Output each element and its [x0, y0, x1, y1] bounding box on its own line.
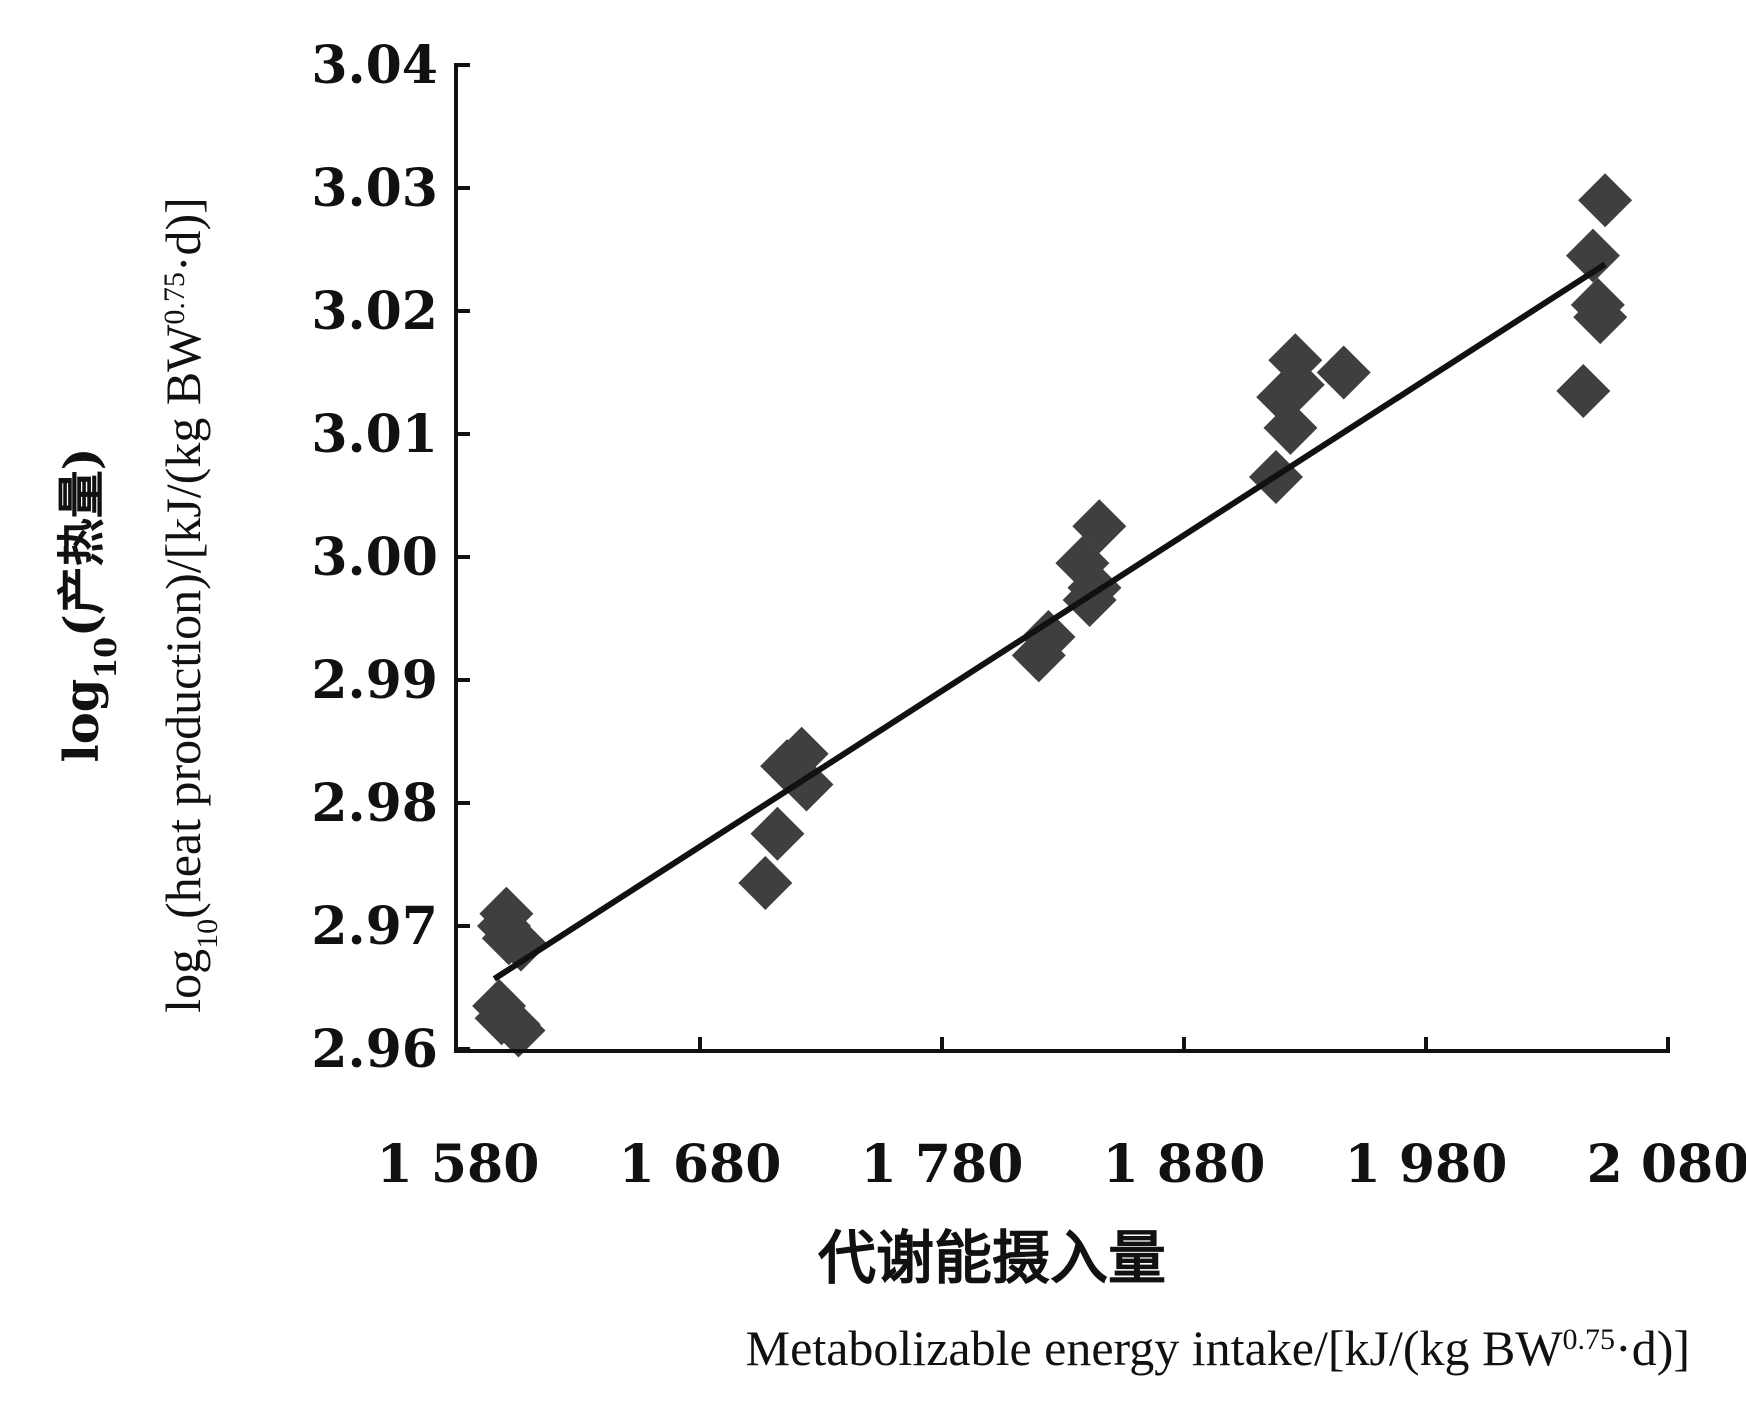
y-tick-label: 3.04 — [311, 35, 438, 96]
data-point — [1021, 609, 1076, 664]
data-point — [738, 855, 793, 910]
x-tick-label: 1 780 — [861, 1134, 1024, 1195]
x-tick-label: 1 580 — [377, 1134, 540, 1195]
data-point — [479, 886, 534, 941]
y-axis-title-cn: log10(产热量) — [54, 448, 124, 763]
x-tick-label: 2 080 — [1587, 1134, 1746, 1195]
y-tick-label: 3.03 — [311, 158, 438, 219]
y-tick-label: 2.97 — [311, 896, 438, 957]
data-point — [1578, 173, 1633, 228]
data-points — [472, 173, 1633, 1058]
data-point — [493, 917, 548, 972]
x-tick-label: 1 680 — [619, 1134, 782, 1195]
data-point — [1316, 345, 1371, 400]
y-tick-label: 2.98 — [311, 773, 438, 834]
y-tick-label: 3.00 — [311, 527, 438, 588]
data-point — [750, 806, 805, 861]
x-axis-title-en: Metabolizable energy intake/[kJ/(kg BW0.… — [746, 1320, 1690, 1376]
data-point — [1072, 499, 1127, 554]
y-tick-label: 2.96 — [311, 1019, 438, 1080]
x-axis-ticks: 1 580 1 680 1 780 1 880 1 980 2 080 — [377, 1037, 1746, 1195]
x-tick-label: 1 980 — [1345, 1134, 1508, 1195]
y-tick-label: 3.01 — [311, 404, 438, 465]
y-tick-label: 3.02 — [311, 281, 438, 342]
x-tick-label: 1 880 — [1103, 1134, 1266, 1195]
data-point — [1263, 400, 1318, 455]
y-tick-label: 2.99 — [311, 650, 438, 711]
y-axis-ticks: 2.96 2.97 2.98 2.99 3.00 3.01 3.02 3.03 3.04 — [311, 35, 470, 1080]
data-point — [1565, 228, 1620, 283]
data-point — [1270, 357, 1325, 412]
y-axis-title-en: log10(heat production)/[kJ/(kg BW0.75·d)… — [155, 197, 224, 1013]
data-point — [491, 1003, 546, 1058]
data-point — [1573, 290, 1628, 345]
x-axis-title-cn: 代谢能摄入量 — [817, 1224, 1166, 1292]
data-point — [1556, 363, 1611, 418]
regression-line — [492, 261, 1607, 982]
